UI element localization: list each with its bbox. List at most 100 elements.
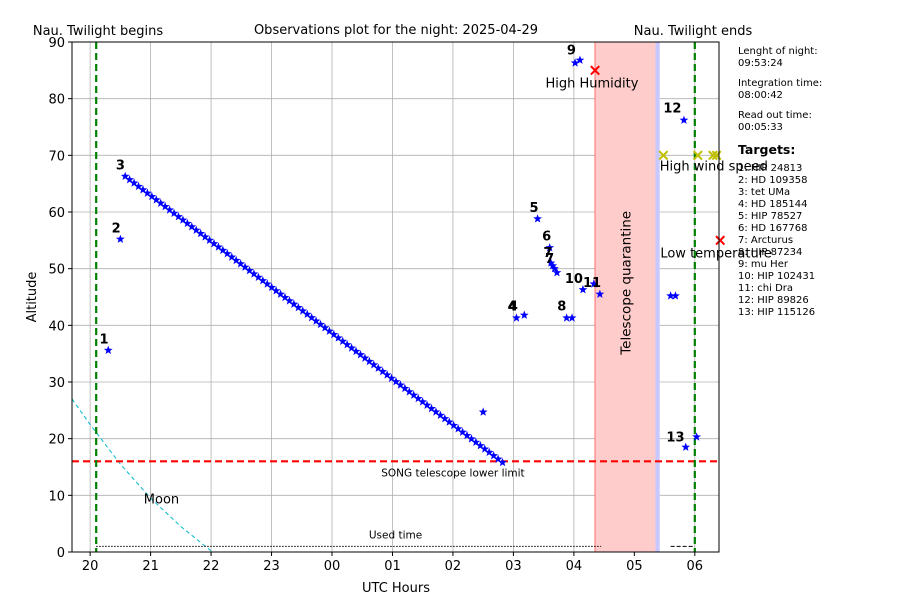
target-star-point [431, 407, 441, 416]
target-star-point [382, 370, 392, 379]
target-item: 4: HD 185144 [738, 199, 808, 210]
target-star-point [289, 299, 299, 308]
x-tick-label: 20 [82, 559, 99, 574]
x-tick-label: 02 [445, 559, 462, 574]
used-time-label: Used time [369, 529, 422, 541]
target-star-point [262, 279, 272, 288]
target-star-point [548, 261, 558, 270]
target-star-point [369, 360, 379, 369]
y-tick-label: 90 [48, 36, 65, 51]
target-item: 2: HD 109358 [738, 175, 808, 186]
target-star-point [214, 242, 223, 251]
night-length-label: Lenght of night: [738, 46, 818, 57]
target-star-point [285, 296, 294, 305]
target-star-point [546, 258, 556, 267]
y-tick-label: 10 [48, 489, 65, 504]
x-tick-label: 22 [203, 559, 220, 574]
target-star-point [245, 265, 254, 275]
target-star-point [458, 427, 467, 436]
target-star-point [240, 262, 250, 271]
target-number-label: 4 [509, 300, 518, 315]
target-star-point [671, 291, 680, 300]
target-item: 10: HIP 102431 [738, 271, 816, 282]
target-star-point [182, 218, 192, 228]
target-star-point [498, 457, 507, 467]
target-star-point [205, 235, 214, 244]
y-tick-label: 60 [48, 206, 65, 221]
target-star-point [271, 286, 281, 295]
target-star-point [400, 383, 410, 393]
target-star-point [552, 268, 562, 277]
target-star-point [356, 350, 365, 359]
humidity-warning-marker [590, 65, 600, 76]
target-star-point [595, 289, 605, 298]
target-star-point [258, 276, 268, 285]
target-star-point [276, 289, 285, 298]
target-star-point [196, 228, 206, 238]
target-number-label: 6 [542, 229, 551, 244]
target-star-point [302, 309, 312, 319]
wind-warning-marker [692, 150, 703, 161]
y-tick-label: 20 [48, 433, 65, 448]
x-tick-label: 21 [142, 559, 159, 574]
target-star-point [512, 313, 521, 322]
target-star-point [444, 417, 454, 426]
target-star-point [236, 259, 245, 268]
target-item: 3: tet UMa [738, 187, 791, 198]
target-star-point [462, 430, 472, 440]
target-star-point [147, 191, 157, 201]
target-star-point [254, 272, 263, 282]
integration-time-value: 08:00:42 [738, 90, 783, 101]
target-star-point [436, 410, 445, 420]
target-star-point [280, 292, 290, 302]
target-star-point [293, 303, 303, 312]
target-star-point [209, 239, 219, 248]
target-item: 11: chi Dra [738, 283, 794, 294]
target-star-point [378, 366, 388, 376]
target-number-label: 12 [663, 101, 681, 116]
x-tick-label: 04 [566, 559, 583, 574]
y-axis-label: Altitude [25, 272, 40, 323]
plot-area [72, 42, 719, 552]
target-star-point [218, 245, 228, 255]
humidity-warning-marker [715, 235, 726, 246]
target-star-point [325, 326, 334, 335]
target-star-point [489, 451, 499, 460]
target-item: 5: HIP 78527 [738, 211, 803, 222]
night-length-value: 09:53:24 [738, 58, 783, 69]
target-star-point [222, 249, 232, 258]
target-star-point [320, 323, 330, 332]
weather-annotation: High wind speed [660, 160, 768, 175]
target-number-label: 1 [100, 332, 109, 347]
readout-time-value: 00:05:33 [738, 122, 783, 133]
target-star-point [478, 407, 488, 416]
target-number-label: 9 [567, 43, 576, 58]
target-star-point [409, 390, 419, 399]
weather-annotation: High Humidity [545, 76, 638, 91]
target-item: 8: HIP 87234 [738, 247, 803, 258]
target-star-point [267, 282, 277, 292]
target-star-point [391, 377, 401, 386]
x-tick-label: 00 [324, 559, 341, 574]
target-star-point [307, 313, 317, 322]
moon-label: Moon [144, 492, 179, 507]
target-star-point [575, 55, 585, 64]
target-star-point [151, 195, 161, 204]
x-tick-label: 03 [505, 559, 522, 574]
target-star-point [120, 171, 130, 181]
target-star-point [311, 316, 321, 325]
wind-warning-marker [658, 150, 669, 161]
target-star-point [129, 178, 139, 187]
target-star-point [413, 393, 423, 403]
target-star-point [227, 252, 237, 261]
target-star-point [396, 380, 405, 389]
target-star-point [567, 313, 577, 322]
side-panel: Lenght of night: 09:53:24 Integration ti… [738, 46, 898, 319]
target-item: 12: HIP 89826 [738, 295, 809, 306]
x-tick-label: 01 [384, 559, 401, 574]
target-number-label: 2 [112, 221, 121, 236]
target-star-point [562, 313, 571, 322]
twilight-begin-label: Nau. Twilight begins [33, 24, 164, 39]
target-item: 6: HD 167768 [738, 223, 808, 234]
target-star-point [160, 202, 170, 211]
